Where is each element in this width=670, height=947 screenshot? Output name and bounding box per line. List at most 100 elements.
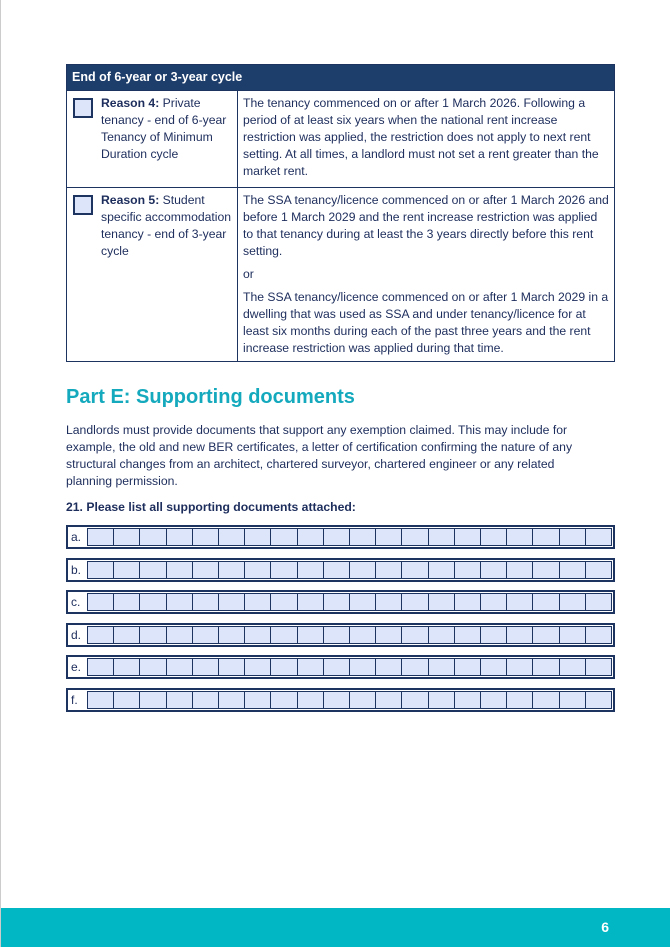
character-box[interactable]	[375, 690, 403, 709]
character-box[interactable]	[218, 625, 246, 644]
character-box[interactable]	[532, 528, 560, 546]
character-box[interactable]	[270, 690, 298, 709]
character-box[interactable]	[558, 560, 586, 579]
character-box[interactable]	[322, 690, 351, 709]
character-box[interactable]	[296, 690, 324, 709]
character-box[interactable]	[113, 560, 141, 579]
character-box[interactable]	[453, 560, 482, 579]
character-box[interactable]	[244, 690, 272, 709]
character-box[interactable]	[558, 690, 586, 709]
character-box[interactable]	[480, 528, 508, 546]
character-box[interactable]	[139, 625, 167, 644]
character-box[interactable]	[427, 560, 455, 579]
character-box[interactable]	[322, 625, 351, 644]
character-box[interactable]	[558, 528, 586, 546]
character-box[interactable]	[218, 593, 246, 611]
character-box[interactable]	[113, 690, 141, 709]
character-box[interactable]	[296, 528, 324, 546]
character-box[interactable]	[191, 593, 220, 611]
character-box[interactable]	[427, 690, 455, 709]
character-box[interactable]	[453, 528, 482, 546]
character-box[interactable]	[558, 593, 586, 611]
character-box[interactable]	[401, 528, 429, 546]
character-box[interactable]	[113, 625, 141, 644]
character-box[interactable]	[401, 560, 429, 579]
character-box[interactable]	[375, 528, 403, 546]
character-box[interactable]	[87, 658, 115, 676]
character-box[interactable]	[218, 560, 246, 579]
character-box[interactable]	[244, 528, 272, 546]
character-box[interactable]	[584, 658, 613, 676]
character-box[interactable]	[349, 625, 377, 644]
character-box[interactable]	[480, 690, 508, 709]
character-box[interactable]	[322, 658, 351, 676]
character-box[interactable]	[165, 658, 193, 676]
character-box[interactable]	[191, 690, 220, 709]
character-box[interactable]	[480, 560, 508, 579]
character-box[interactable]	[270, 625, 298, 644]
character-box[interactable]	[191, 658, 220, 676]
character-box[interactable]	[244, 593, 272, 611]
character-box[interactable]	[349, 528, 377, 546]
character-box[interactable]	[427, 625, 455, 644]
character-box[interactable]	[401, 690, 429, 709]
character-box[interactable]	[375, 625, 403, 644]
character-box[interactable]	[506, 528, 534, 546]
character-box[interactable]	[87, 528, 115, 546]
character-box[interactable]	[584, 528, 613, 546]
character-box[interactable]	[139, 690, 167, 709]
character-box[interactable]	[375, 560, 403, 579]
character-box[interactable]	[532, 690, 560, 709]
character-box[interactable]	[322, 528, 351, 546]
character-box[interactable]	[139, 560, 167, 579]
character-box[interactable]	[375, 593, 403, 611]
character-box[interactable]	[191, 560, 220, 579]
character-box[interactable]	[584, 560, 613, 579]
character-box[interactable]	[427, 593, 455, 611]
reason-5-checkbox[interactable]	[73, 195, 93, 215]
character-box[interactable]	[270, 560, 298, 579]
character-box[interactable]	[270, 593, 298, 611]
character-box[interactable]	[506, 690, 534, 709]
character-box[interactable]	[165, 690, 193, 709]
character-box[interactable]	[349, 658, 377, 676]
character-box[interactable]	[349, 690, 377, 709]
character-box[interactable]	[218, 528, 246, 546]
character-box[interactable]	[401, 593, 429, 611]
character-box[interactable]	[401, 658, 429, 676]
character-box[interactable]	[191, 528, 220, 546]
character-box[interactable]	[244, 625, 272, 644]
character-box[interactable]	[270, 528, 298, 546]
character-box[interactable]	[453, 625, 482, 644]
character-box[interactable]	[584, 625, 613, 644]
character-box[interactable]	[87, 593, 115, 611]
character-box[interactable]	[87, 625, 115, 644]
character-box[interactable]	[349, 593, 377, 611]
character-box[interactable]	[401, 625, 429, 644]
character-box[interactable]	[453, 593, 482, 611]
character-box[interactable]	[506, 560, 534, 579]
character-box[interactable]	[453, 690, 482, 709]
character-box[interactable]	[558, 658, 586, 676]
character-box[interactable]	[165, 593, 193, 611]
character-box[interactable]	[506, 625, 534, 644]
character-box[interactable]	[453, 658, 482, 676]
character-box[interactable]	[480, 658, 508, 676]
character-box[interactable]	[191, 625, 220, 644]
character-box[interactable]	[375, 658, 403, 676]
character-box[interactable]	[139, 528, 167, 546]
character-box[interactable]	[322, 560, 351, 579]
character-box[interactable]	[532, 560, 560, 579]
character-box[interactable]	[532, 593, 560, 611]
character-box[interactable]	[506, 593, 534, 611]
character-box[interactable]	[113, 658, 141, 676]
character-box[interactable]	[558, 625, 586, 644]
character-box[interactable]	[244, 560, 272, 579]
character-box[interactable]	[165, 560, 193, 579]
character-box[interactable]	[218, 658, 246, 676]
character-box[interactable]	[349, 560, 377, 579]
character-box[interactable]	[218, 690, 246, 709]
character-box[interactable]	[427, 528, 455, 546]
character-box[interactable]	[113, 593, 141, 611]
character-box[interactable]	[296, 560, 324, 579]
